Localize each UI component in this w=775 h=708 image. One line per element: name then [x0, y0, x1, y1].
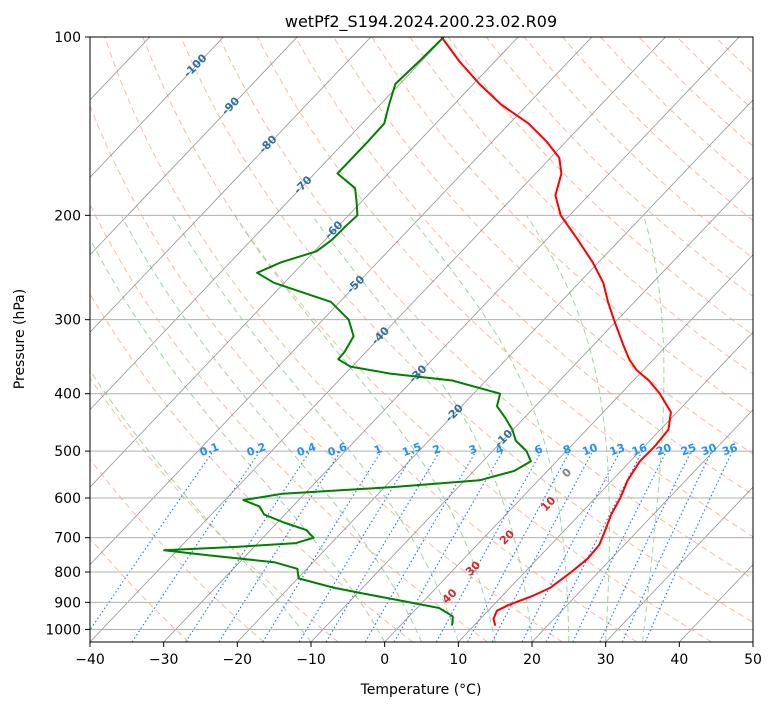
isotherm-line: [163, 37, 740, 642]
dry-adiabat-line: [142, 37, 712, 642]
x-tick-label: 10: [449, 652, 467, 668]
y-tick-label: 400: [54, 387, 81, 403]
dry-adiabat-line: [90, 104, 563, 642]
isotherm-line: [90, 37, 593, 566]
dry-adiabat-line: [90, 458, 264, 642]
isotherm-line: [605, 486, 753, 642]
mixing-ratio-label: 1: [372, 442, 384, 457]
dry-adiabat-line: [409, 37, 753, 375]
moist-adiabat-line: [311, 215, 533, 642]
chart-title: wetPf2_S194.2024.200.23.02.R09: [285, 12, 557, 32]
y-tick-label: 200: [54, 208, 81, 224]
dry-adiabat-line: [180, 37, 753, 623]
isotherm-line: [531, 409, 753, 642]
x-tick-label: 30: [597, 652, 615, 668]
mixing-ratio-line: [467, 450, 571, 642]
dry-adiabat-line: [333, 37, 753, 455]
isotherm-line: [458, 331, 753, 642]
isotherm-line: [90, 37, 372, 333]
dry-adiabat-line: [447, 37, 753, 336]
grid-layer: [90, 37, 753, 642]
moist-adiabat-line: [525, 215, 610, 642]
x-tick-label: −20: [223, 652, 253, 668]
series-layer: [163, 37, 672, 626]
mixing-ratio-line: [218, 450, 342, 642]
dry-adiabat-line: [90, 537, 190, 642]
y-tick-label: 1000: [45, 622, 81, 638]
x-tick-label: −40: [75, 652, 105, 668]
y-tick-label: 700: [54, 531, 81, 547]
y-tick-label: 900: [54, 595, 81, 611]
mixing-ratio-line: [572, 450, 667, 642]
y-tick-label: 300: [54, 313, 81, 329]
mixing-ratio-label: 10: [580, 441, 599, 459]
mixing-ratio-line: [435, 450, 543, 642]
dry-adiabat-line: [371, 37, 753, 415]
dry-adiabat-line: [104, 37, 638, 642]
dry-adiabat-line: [218, 37, 753, 580]
mixing-ratio-line: [185, 450, 311, 642]
y-tick-label: 100: [54, 30, 81, 46]
y-tick-label: 600: [54, 491, 81, 507]
mixing-ratio-label: 16: [630, 441, 649, 459]
mixing-ratio-label: 25: [679, 441, 698, 458]
dewpoint-profile-line: [163, 37, 532, 626]
moist-adiabat-line: [90, 238, 386, 642]
x-tick-label: −30: [149, 652, 179, 668]
x-tick-label: −10: [296, 652, 326, 668]
mixing-ratio-label: 30: [700, 441, 719, 459]
mixing-ratio-label: 0.2: [245, 440, 268, 459]
moist-adiabat-line: [409, 214, 570, 642]
isotherm-line: [237, 99, 753, 642]
x-tick-label: 0: [380, 652, 389, 668]
y-tick-label: 500: [54, 444, 81, 460]
isotherm-line: [90, 37, 445, 411]
moist-adiabat-line: [90, 369, 312, 642]
mixing-ratio-label: 13: [608, 441, 627, 458]
isotherm-line: [384, 254, 753, 642]
isotherm-line: [90, 37, 298, 256]
mixing-ratio-label: 36: [720, 441, 739, 459]
mixing-ratio-label: 0.1: [198, 440, 221, 459]
mixing-ratio-label: 4: [494, 442, 506, 457]
mixing-ratio-label: 20: [654, 441, 673, 459]
moist-adiabat-line: [120, 215, 422, 642]
x-tick-label: 50: [744, 652, 762, 668]
mixing-ratio-line: [545, 450, 643, 642]
moist-adiabat-line: [642, 215, 665, 642]
temperature-profile-line: [440, 37, 672, 626]
y-tick-label: 800: [54, 565, 81, 581]
mixing-ratio-line: [131, 450, 261, 642]
moist-adiabat-line: [234, 215, 496, 642]
y-axis-title: Pressure (hPa): [12, 289, 28, 389]
mixing-ratio-label: 2: [431, 442, 443, 457]
isotherm-line: [310, 176, 753, 642]
isotherm-line: [90, 37, 666, 642]
mixing-ratio-label: 8: [561, 442, 573, 457]
x-tick-label: 40: [670, 652, 688, 668]
dry-adiabat-line: [90, 203, 488, 642]
mixing-ratio-label: 6: [533, 442, 545, 457]
mixing-ratio-label: 0.4: [295, 440, 318, 459]
x-axis-title: Temperature (°C): [360, 682, 482, 698]
mixing-ratio-label: 3: [467, 442, 479, 457]
mixing-ratio-label: 1.5: [400, 440, 423, 459]
isotherm-line: [90, 37, 519, 488]
y-axis: 100 200 300 400 500 600 700 800 900 1000: [45, 30, 90, 638]
mixing-ratio-line: [298, 450, 416, 642]
mixing-ratio-label: 0.6: [326, 440, 349, 459]
plot-frame: [89, 36, 754, 643]
isotherm-line: [90, 37, 224, 178]
x-axis: −40 −30 −20 −10 0 10 20 30 40 50: [75, 642, 762, 668]
mixing-ratio-line: [90, 450, 214, 631]
x-tick-label: 20: [523, 652, 541, 668]
dry-adiabat-line: [295, 37, 753, 496]
